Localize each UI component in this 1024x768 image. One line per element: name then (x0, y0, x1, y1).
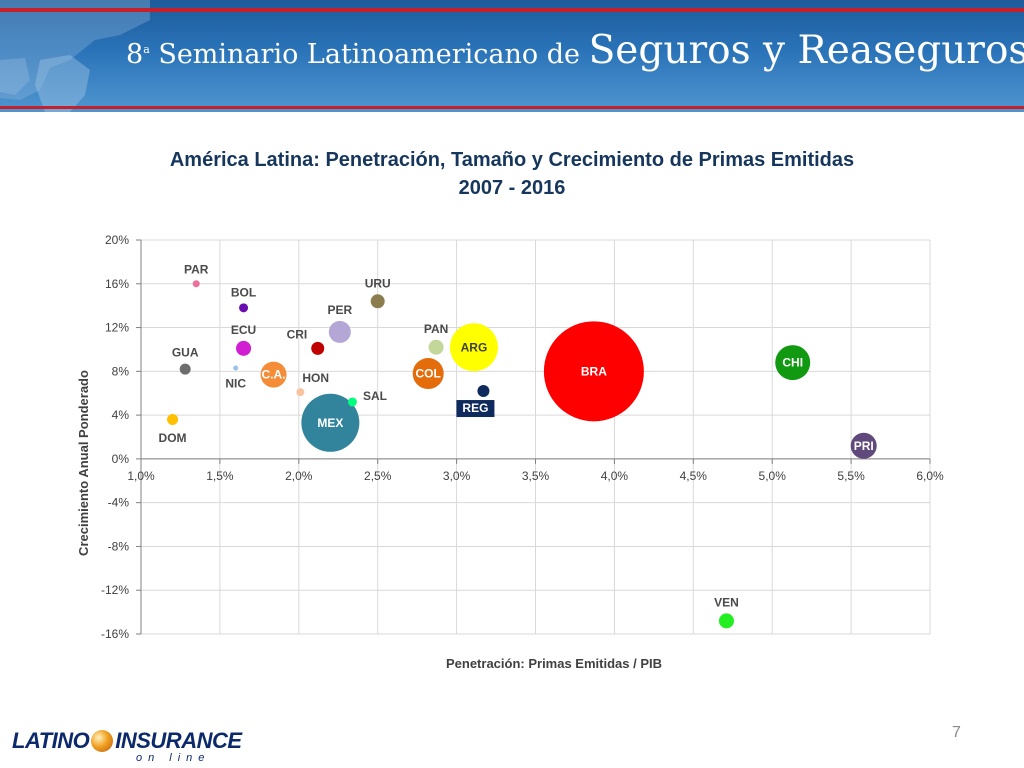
bubble-cri (311, 341, 325, 355)
bubble-label-reg-box (456, 400, 495, 418)
bubble-label-gua: GUA (172, 346, 199, 360)
bubble-label-nic: NIC (225, 377, 246, 391)
x-tick-label: 1,0% (127, 469, 155, 483)
bubble-gua (179, 363, 191, 375)
bubble-label-pri: PRI (854, 439, 874, 453)
chart-title-line1: América Latina: Penetración, Tamaño y Cr… (169, 149, 855, 171)
y-axis-title: Crecimiento Anual Ponderado (76, 370, 91, 556)
banner-title-large: Seguros y Reaseguros (588, 28, 1024, 73)
bubble-label-arg: ARG (461, 340, 488, 354)
y-tick-label: 4% (112, 408, 130, 422)
bubble-mex (301, 393, 360, 452)
bubble-ca (260, 361, 287, 388)
world-map-decoration (0, 0, 150, 112)
bubble-label-hon: HON (302, 371, 329, 385)
globe-icon (91, 730, 114, 752)
bubble-uru (370, 294, 385, 309)
x-tick-label: 2,5% (364, 469, 392, 483)
bubble-pri (850, 432, 877, 459)
bubble-dom (167, 413, 179, 425)
x-tick-label: 3,0% (443, 469, 471, 483)
bubble-label-ca: C.A. (262, 368, 286, 382)
y-tick-label: 12% (105, 321, 129, 335)
bubble-label-cri: CRI (287, 327, 308, 341)
bubble-ven (718, 613, 734, 629)
logo-word-left: LATINO (12, 728, 90, 753)
x-tick-label: 1,5% (206, 469, 234, 483)
y-tick-label: -8% (108, 539, 130, 553)
chart-title-line2: 2007 - 2016 (458, 177, 566, 199)
bubble-reg (477, 385, 490, 398)
x-tick-label: 4,0% (601, 469, 629, 483)
bubble-label-reg: REG (462, 401, 488, 415)
bubble-label-ven: VEN (714, 595, 739, 609)
bubble-pan (428, 339, 444, 355)
bubble-label-col: COL (416, 367, 441, 381)
y-tick-label: -12% (101, 583, 129, 597)
y-tick-label: -4% (108, 496, 130, 510)
bubble-ecu (236, 340, 252, 356)
x-tick-label: 3,5% (522, 469, 550, 483)
bubble-label-bra: BRA (581, 364, 607, 378)
banner-top-stripe (0, 8, 1024, 12)
bubble-labels: PAR BOL URU PER ECU CRI PAN ARG GUA NIC C.A. HON COL… (159, 262, 874, 609)
bubble-label-par: PAR (184, 262, 209, 276)
bubble-sal (347, 397, 357, 407)
banner-bottom-stripe (0, 106, 1024, 109)
page-number: 7 (952, 724, 961, 741)
y-tick-label: 8% (112, 364, 130, 378)
banner-title: 8a Seminario Latinoamericano de Seguros … (126, 28, 1024, 73)
bubble-label-uru: URU (365, 276, 391, 290)
bubble-arg (449, 323, 498, 372)
banner-number: 8 (126, 39, 144, 70)
x-tick-label: 5,0% (759, 469, 787, 483)
bubble-label-mex: MEX (317, 416, 343, 430)
logo-subtitle: on line (136, 752, 211, 764)
grid (140, 239, 931, 635)
bubble-label-chi: CHI (782, 356, 803, 370)
bubble-par (192, 280, 200, 288)
chart-title: América Latina: Penetración, Tamaño y Cr… (0, 146, 1024, 202)
bubble-label-ecu: ECU (231, 323, 256, 337)
x-tick-label: 4,5% (680, 469, 708, 483)
logo-word-right: INSURANCE (115, 728, 242, 753)
banner-ordinal: a (143, 43, 150, 56)
bubbles (167, 280, 877, 629)
x-axis-title: Penetración: Primas Emitidas / PIB (446, 656, 662, 671)
bubble-per (328, 320, 351, 343)
bubble-col (412, 358, 444, 390)
bubble-bol (239, 303, 249, 313)
axes: 20% 16% 12% 8% 4% 0% -4% -8% -12% -16% 1,0% 1,5% 2,0… (101, 233, 944, 641)
x-tick-label: 6,0% (916, 469, 944, 483)
x-tick-label: 5,5% (837, 469, 865, 483)
bubble-nic (233, 365, 239, 371)
y-tick-label: 0% (112, 452, 130, 466)
x-tick-label: 2,0% (285, 469, 313, 483)
header-banner: 8a Seminario Latinoamericano de Seguros … (0, 0, 1024, 112)
y-tick-label: 16% (105, 277, 129, 291)
y-tick-label: 20% (105, 233, 129, 247)
bubble-chi (775, 345, 811, 381)
bubble-label-bol: BOL (231, 285, 256, 299)
bubble-label-pan: PAN (424, 322, 448, 336)
bubble-hon (296, 388, 305, 397)
bubble-label-dom: DOM (159, 431, 187, 445)
logo-wordmark: LATINO INSURANCE (12, 728, 242, 754)
banner-title-small: Seminario Latinoamericano de (149, 39, 589, 70)
bubble-label-per: PER (327, 303, 352, 317)
bubble-label-sal: SAL (363, 389, 387, 403)
latino-insurance-logo: LATINO INSURANCE on line (12, 728, 242, 766)
bubble-bra (543, 321, 644, 422)
y-tick-label: -16% (101, 627, 129, 641)
